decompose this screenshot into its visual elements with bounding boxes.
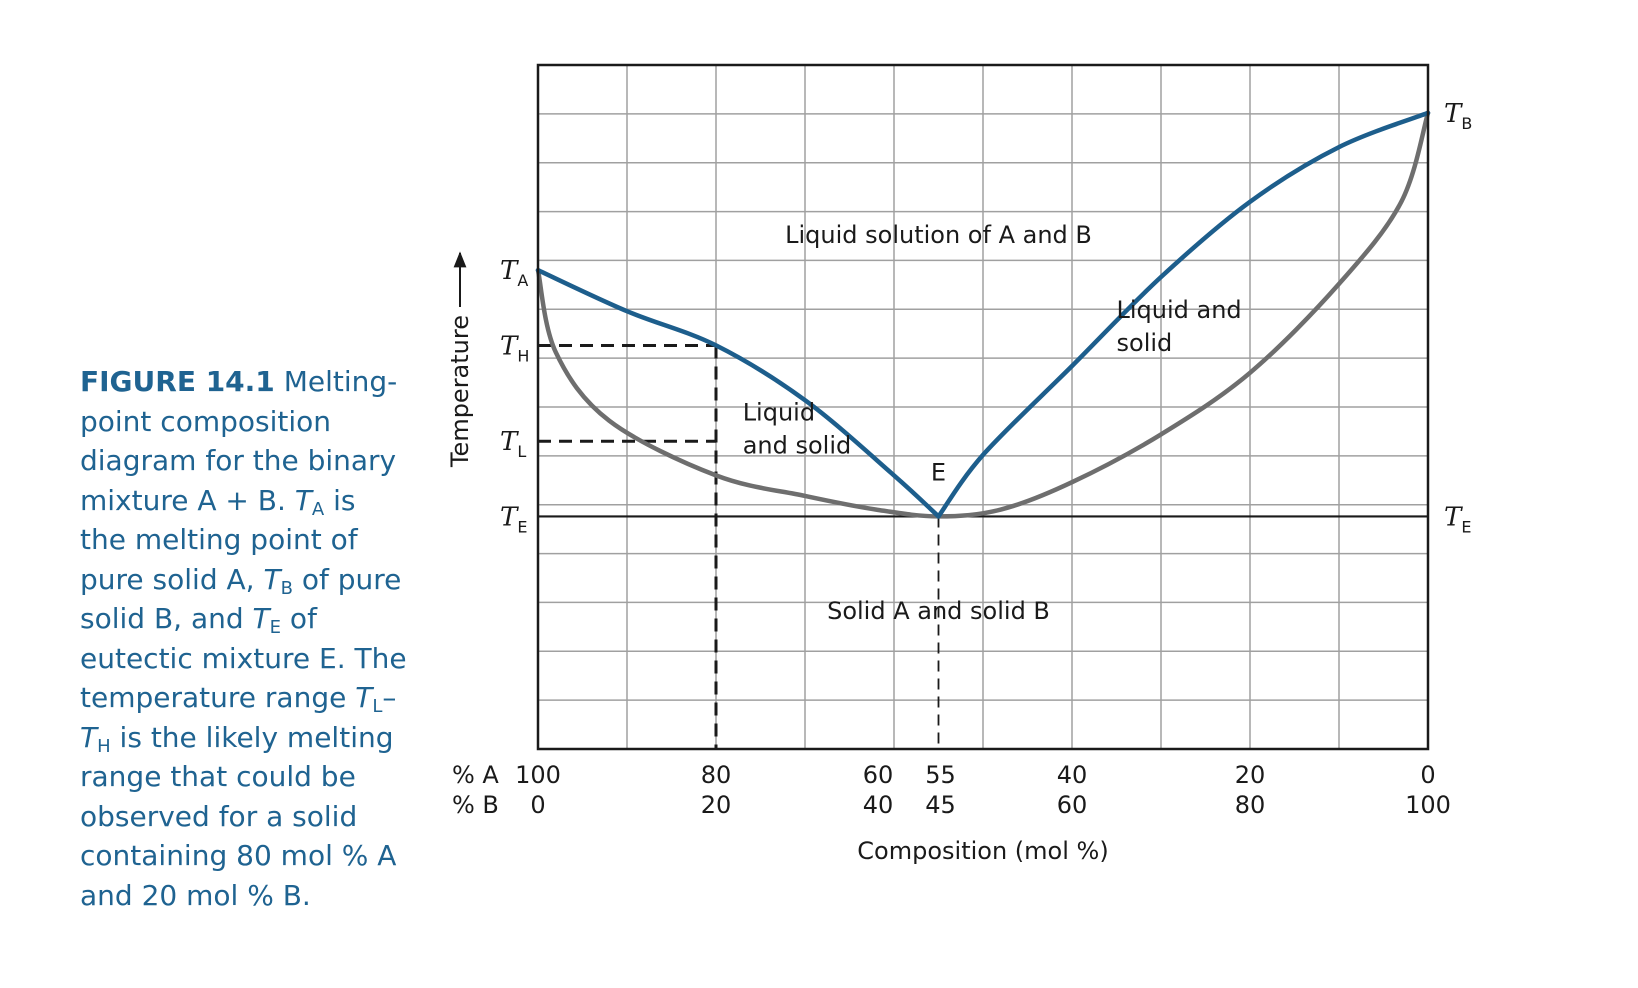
x-tick-label-b: 60 [1057,791,1088,819]
temperature-label-te-left: TE [500,502,527,536]
caption-subscript: E [269,617,282,638]
caption-symbol: T [355,681,373,714]
x-tick-label-a: 60 [863,761,894,789]
temperature-symbol: T [500,331,519,361]
caption-subscript: H [97,735,111,757]
caption-symbol: T [80,720,98,754]
region-label-line: Liquid and [1117,296,1242,324]
temperature-axis-label: Temperature [446,251,474,468]
temperature-symbol: T [500,256,519,286]
caption-symbol: T [263,562,281,596]
region-label: Liquid and solid [1117,296,1242,357]
region-label: Solid A and solid B [827,597,1050,625]
x-tick-label-b: 20 [701,791,732,819]
temperature-subscript: B [1461,114,1472,133]
caption-symbol: T [252,602,270,635]
region-label-line: Liquid solution of A and B [785,221,1092,249]
grid [538,65,1428,749]
caption-text: is the likely melting range that could b… [80,720,397,912]
figure-number: FIGURE 14.1 [80,365,275,398]
x-tick-label-b: 80 [1235,791,1266,819]
x-tick-label-b: 0 [530,791,545,819]
caption-symbol: T [294,483,312,517]
temperature-subscript: E [1461,517,1471,536]
caption-subscript: L [372,696,383,717]
guide-lines [538,343,1428,749]
region-label-line: Solid A and solid B [827,597,1050,625]
caption-text: – [382,681,397,714]
region-label-line: Liquid [743,399,815,427]
x-tick-label-a: 80 [701,761,732,789]
temperature-symbol: T [500,427,519,457]
x-tick-label-b: 45 [925,791,956,819]
liquidus-curve [535,267,941,519]
region-label-line: solid [1117,329,1173,357]
temperature-label-tl-left: TL [500,427,526,461]
plot-frame [536,63,1430,751]
x-tick-label-a: 55 [925,761,956,789]
liquidus-curve [936,110,1431,519]
x-tick-label-a: 0 [1420,761,1435,789]
region-label: Liquid solution of A and B [785,221,1092,249]
x-axis-title: Composition (mol %) [857,837,1108,865]
x-tick-label-b: 100 [1405,791,1451,819]
x-axis: % A% B1000802060405545406020800100Compos… [452,761,1451,865]
caption-text: is the melting point of pure solid A, [80,483,358,596]
temperature-label-te-right: TE [1444,502,1471,536]
figure-caption: FIGURE 14.1 Melting-point composition di… [80,362,410,915]
eutectic-point-label: E [931,458,946,486]
region-label: Liquid and solid [743,399,852,460]
x-tick-label-a: 100 [515,761,561,789]
caption-text: of pure solid B, and [80,562,402,636]
temperature-symbol: T [1444,99,1463,129]
curves [535,110,1431,519]
axis-row-label-a: % A [452,761,499,789]
x-tick-label-a: 40 [1057,761,1088,789]
temperature-axis-text: Temperature [446,315,474,468]
caption-text: of eutectic mixture E. The temperature r… [80,602,407,714]
temperature-subscript: L [517,442,526,461]
x-tick-label-b: 40 [863,791,894,819]
temperature-label-tb-right: TB [1444,99,1472,133]
caption-subscript: B [280,577,293,599]
temperature-subscript: H [517,346,529,365]
x-tick-label-a: 20 [1235,761,1266,789]
temperature-label-ta-left: TA [500,256,528,290]
temperature-symbol: T [1444,502,1463,532]
caption-text: Melting-point composition diagram for th… [80,365,398,517]
temperature-subscript: A [517,271,528,290]
region-label-line: and solid [743,432,852,460]
axis-row-label-b: % B [452,791,499,819]
solidus-curve [535,110,1431,519]
caption-subscript: A [311,498,325,520]
temperature-subscript: E [517,517,527,536]
temperature-label-th-left: TH [500,331,529,365]
temperature-symbol: T [500,502,519,532]
